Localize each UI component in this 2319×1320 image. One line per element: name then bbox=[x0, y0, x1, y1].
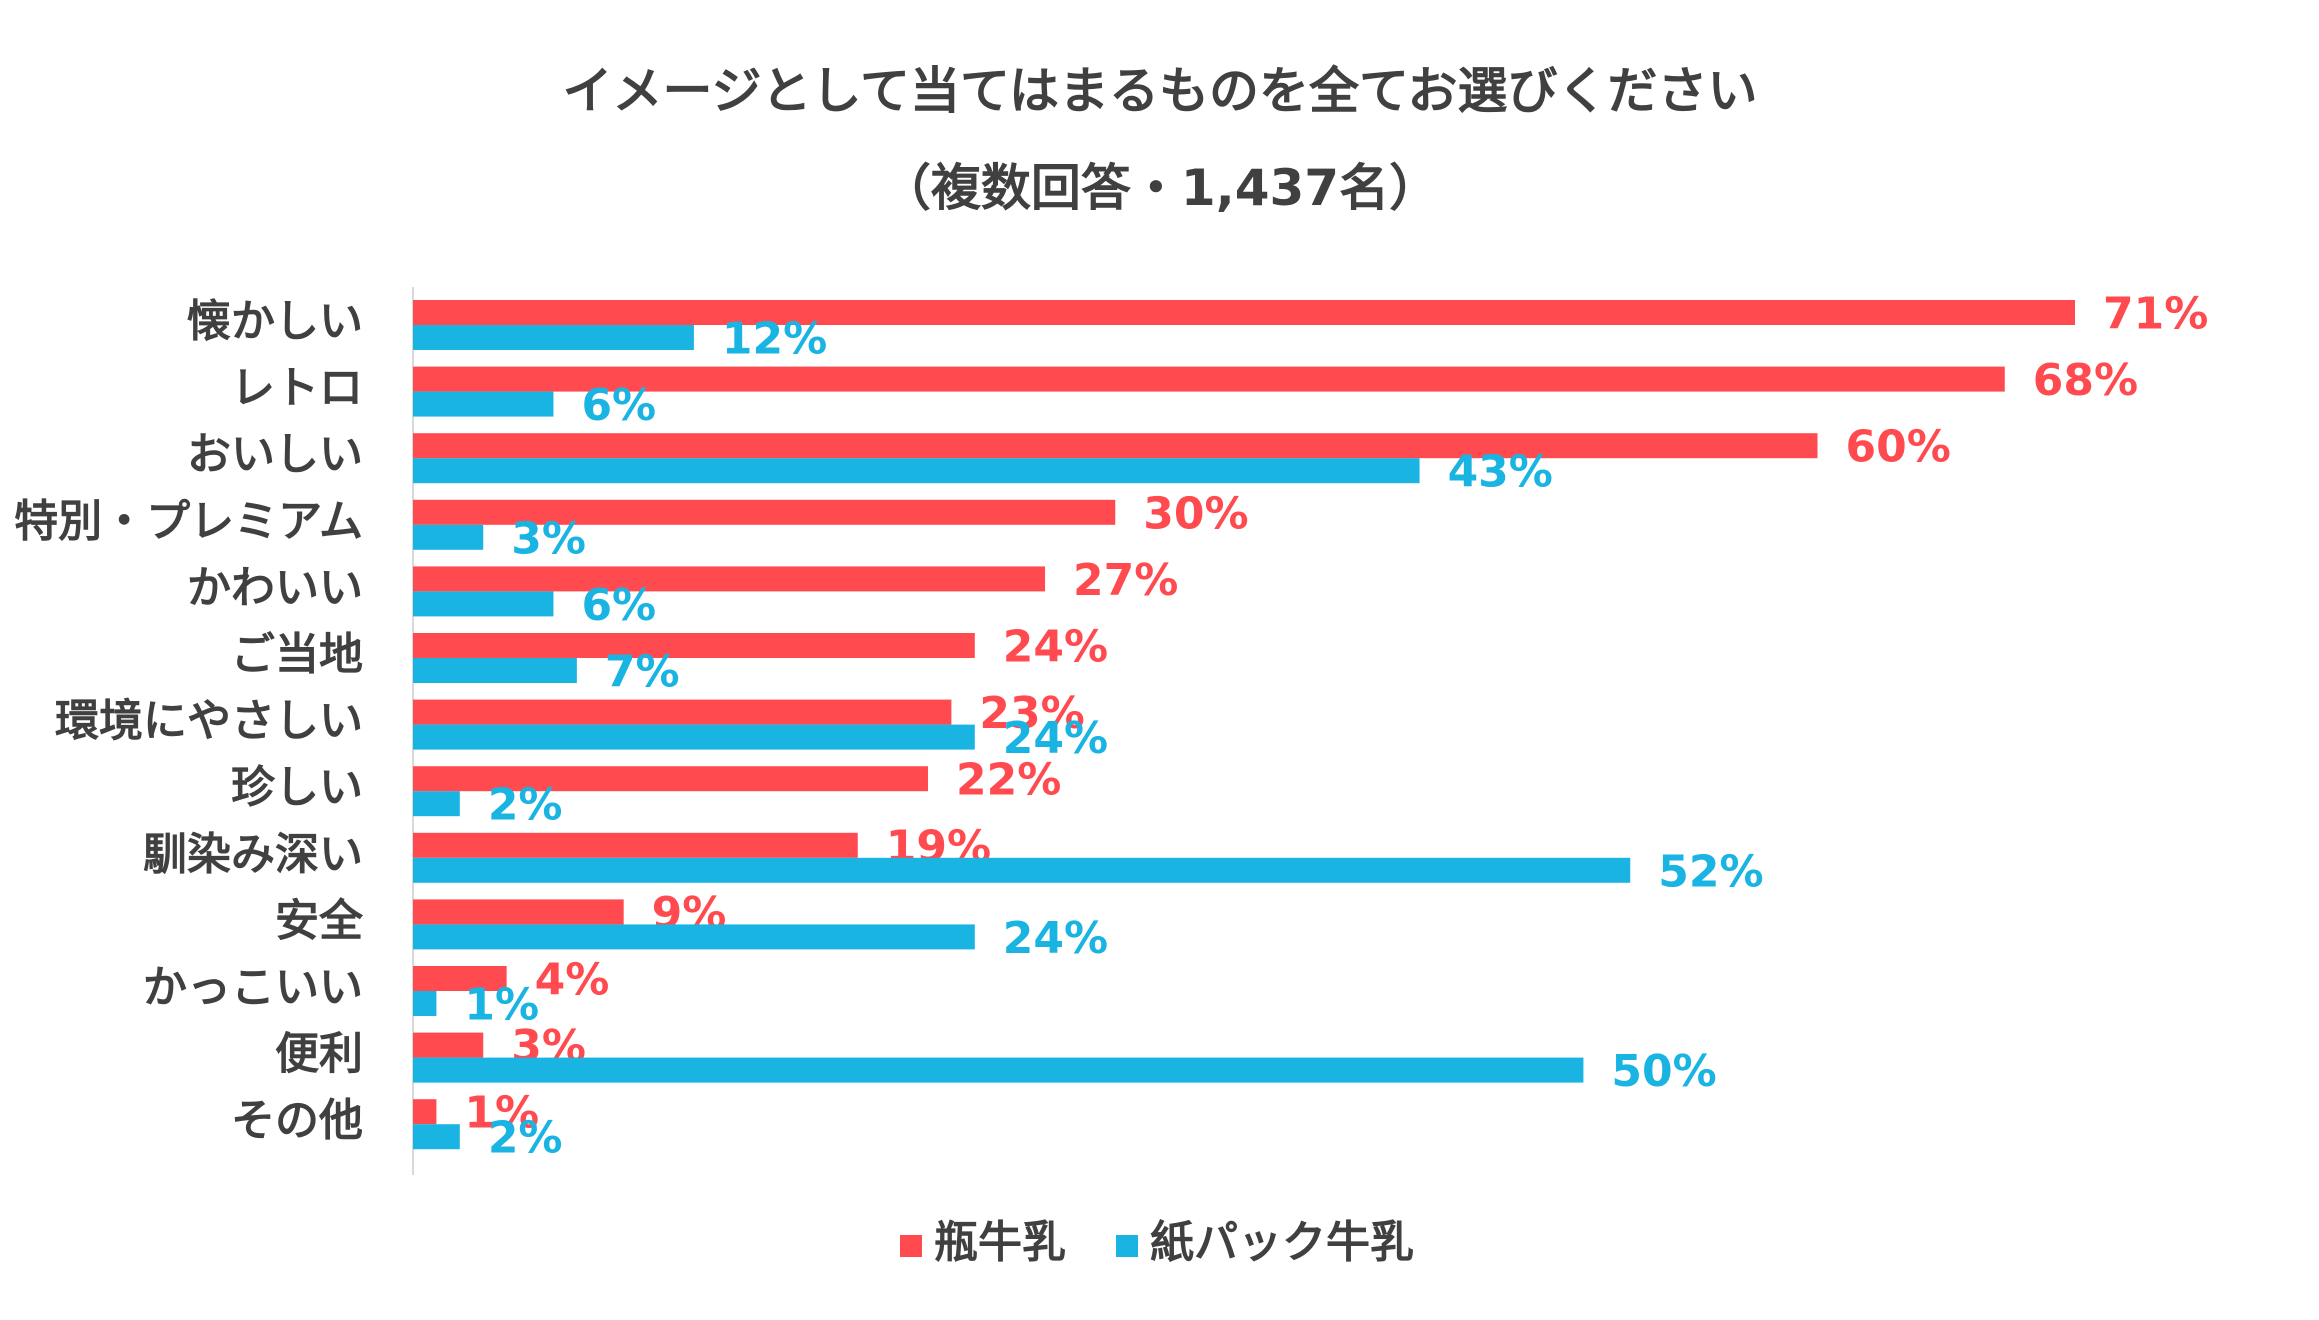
bar-bottle-milk bbox=[413, 766, 928, 792]
bar-carton-milk bbox=[413, 724, 975, 750]
data-label: 68% bbox=[2033, 355, 2138, 406]
data-label: 24% bbox=[1003, 622, 1108, 673]
data-label: 3% bbox=[511, 513, 586, 564]
bar-carton-milk bbox=[413, 591, 554, 617]
legend-label-carton: 紙パック牛乳 bbox=[1150, 1217, 1414, 1268]
bar-carton-milk bbox=[413, 325, 694, 350]
bar-bottle-milk bbox=[413, 300, 2075, 325]
legend: 瓶牛乳 紙パック牛乳 bbox=[900, 1217, 1414, 1268]
data-label: 2% bbox=[488, 1113, 563, 1164]
bar-bottle-milk bbox=[413, 433, 1818, 459]
category-label: 懐かしい bbox=[187, 296, 363, 347]
data-label: 24% bbox=[1003, 913, 1108, 964]
legend-swatch-carton bbox=[1116, 1235, 1138, 1257]
data-label: 30% bbox=[1143, 488, 1248, 539]
data-label: 24% bbox=[1003, 713, 1108, 764]
category-label: ご当地 bbox=[231, 629, 363, 680]
bar-carton-milk bbox=[413, 391, 554, 417]
bar-carton-milk bbox=[413, 458, 1420, 484]
data-label: 50% bbox=[1611, 1046, 1716, 1097]
data-label: 4% bbox=[535, 955, 610, 1006]
data-label: 6% bbox=[581, 580, 656, 631]
bar-bottle-milk bbox=[413, 566, 1046, 592]
bar-bottle-milk bbox=[413, 1032, 484, 1058]
category-label: かわいい bbox=[187, 562, 363, 613]
data-label: 7% bbox=[605, 647, 680, 698]
chart-subtitle: （複数回答・1,437名） bbox=[881, 159, 1439, 217]
data-label: 12% bbox=[722, 314, 827, 365]
legend-label-bottle: 瓶牛乳 bbox=[934, 1217, 1066, 1268]
data-label: 71% bbox=[2103, 289, 2208, 340]
data-label: 23% bbox=[979, 688, 1084, 739]
data-label: 6% bbox=[581, 380, 656, 431]
bar-bottle-milk bbox=[413, 899, 624, 925]
data-label: 1% bbox=[464, 980, 539, 1031]
bar-bottle-milk bbox=[413, 366, 2005, 392]
category-label: 安全 bbox=[275, 895, 364, 946]
bar-carton-milk bbox=[413, 991, 437, 1016]
data-label: 1% bbox=[464, 1088, 539, 1139]
category-label: その他 bbox=[231, 1095, 363, 1146]
data-label: 22% bbox=[956, 755, 1061, 806]
category-label: 珍しい bbox=[231, 762, 363, 813]
category-label: 特別・プレミアム bbox=[14, 496, 363, 547]
legend-swatch-bottle bbox=[900, 1235, 922, 1257]
data-label: 2% bbox=[488, 780, 563, 831]
category-label: かっこいい bbox=[143, 962, 363, 1013]
bar-carton-milk bbox=[413, 924, 975, 950]
bar-bottle-milk bbox=[413, 832, 858, 858]
category-label: レトロ bbox=[231, 363, 363, 414]
category-label: 馴染み深い bbox=[143, 829, 363, 880]
bar-carton-milk bbox=[413, 791, 460, 817]
bar-carton-milk bbox=[413, 1124, 460, 1150]
data-label: 60% bbox=[1846, 422, 1951, 473]
category-label: おいしい bbox=[187, 429, 363, 480]
category-label: 環境にやさしい bbox=[55, 696, 363, 747]
bar-bottle-milk bbox=[413, 966, 507, 991]
bar-bottle-milk bbox=[413, 699, 952, 725]
bar-carton-milk bbox=[413, 857, 1631, 883]
data-label: 43% bbox=[1448, 447, 1553, 498]
bars-group: 懐かしい 71% 12% レトロ 68% 6% おいしい 60% 43% 特別・プレミアム 30% 3… bbox=[14, 289, 2208, 1164]
bar-bottle-milk bbox=[413, 1099, 437, 1125]
chart-title: イメージとして当てはまるものを全てお選びください bbox=[563, 62, 1758, 120]
category-label: 便利 bbox=[275, 1029, 363, 1080]
bar-carton-milk bbox=[413, 1057, 1584, 1083]
bar-bottle-milk bbox=[413, 633, 975, 658]
data-label: 52% bbox=[1658, 846, 1763, 897]
bar-carton-milk bbox=[413, 524, 484, 550]
data-label: 27% bbox=[1073, 555, 1178, 606]
bar-bottle-milk bbox=[413, 499, 1116, 525]
bar-carton-milk bbox=[413, 658, 577, 683]
